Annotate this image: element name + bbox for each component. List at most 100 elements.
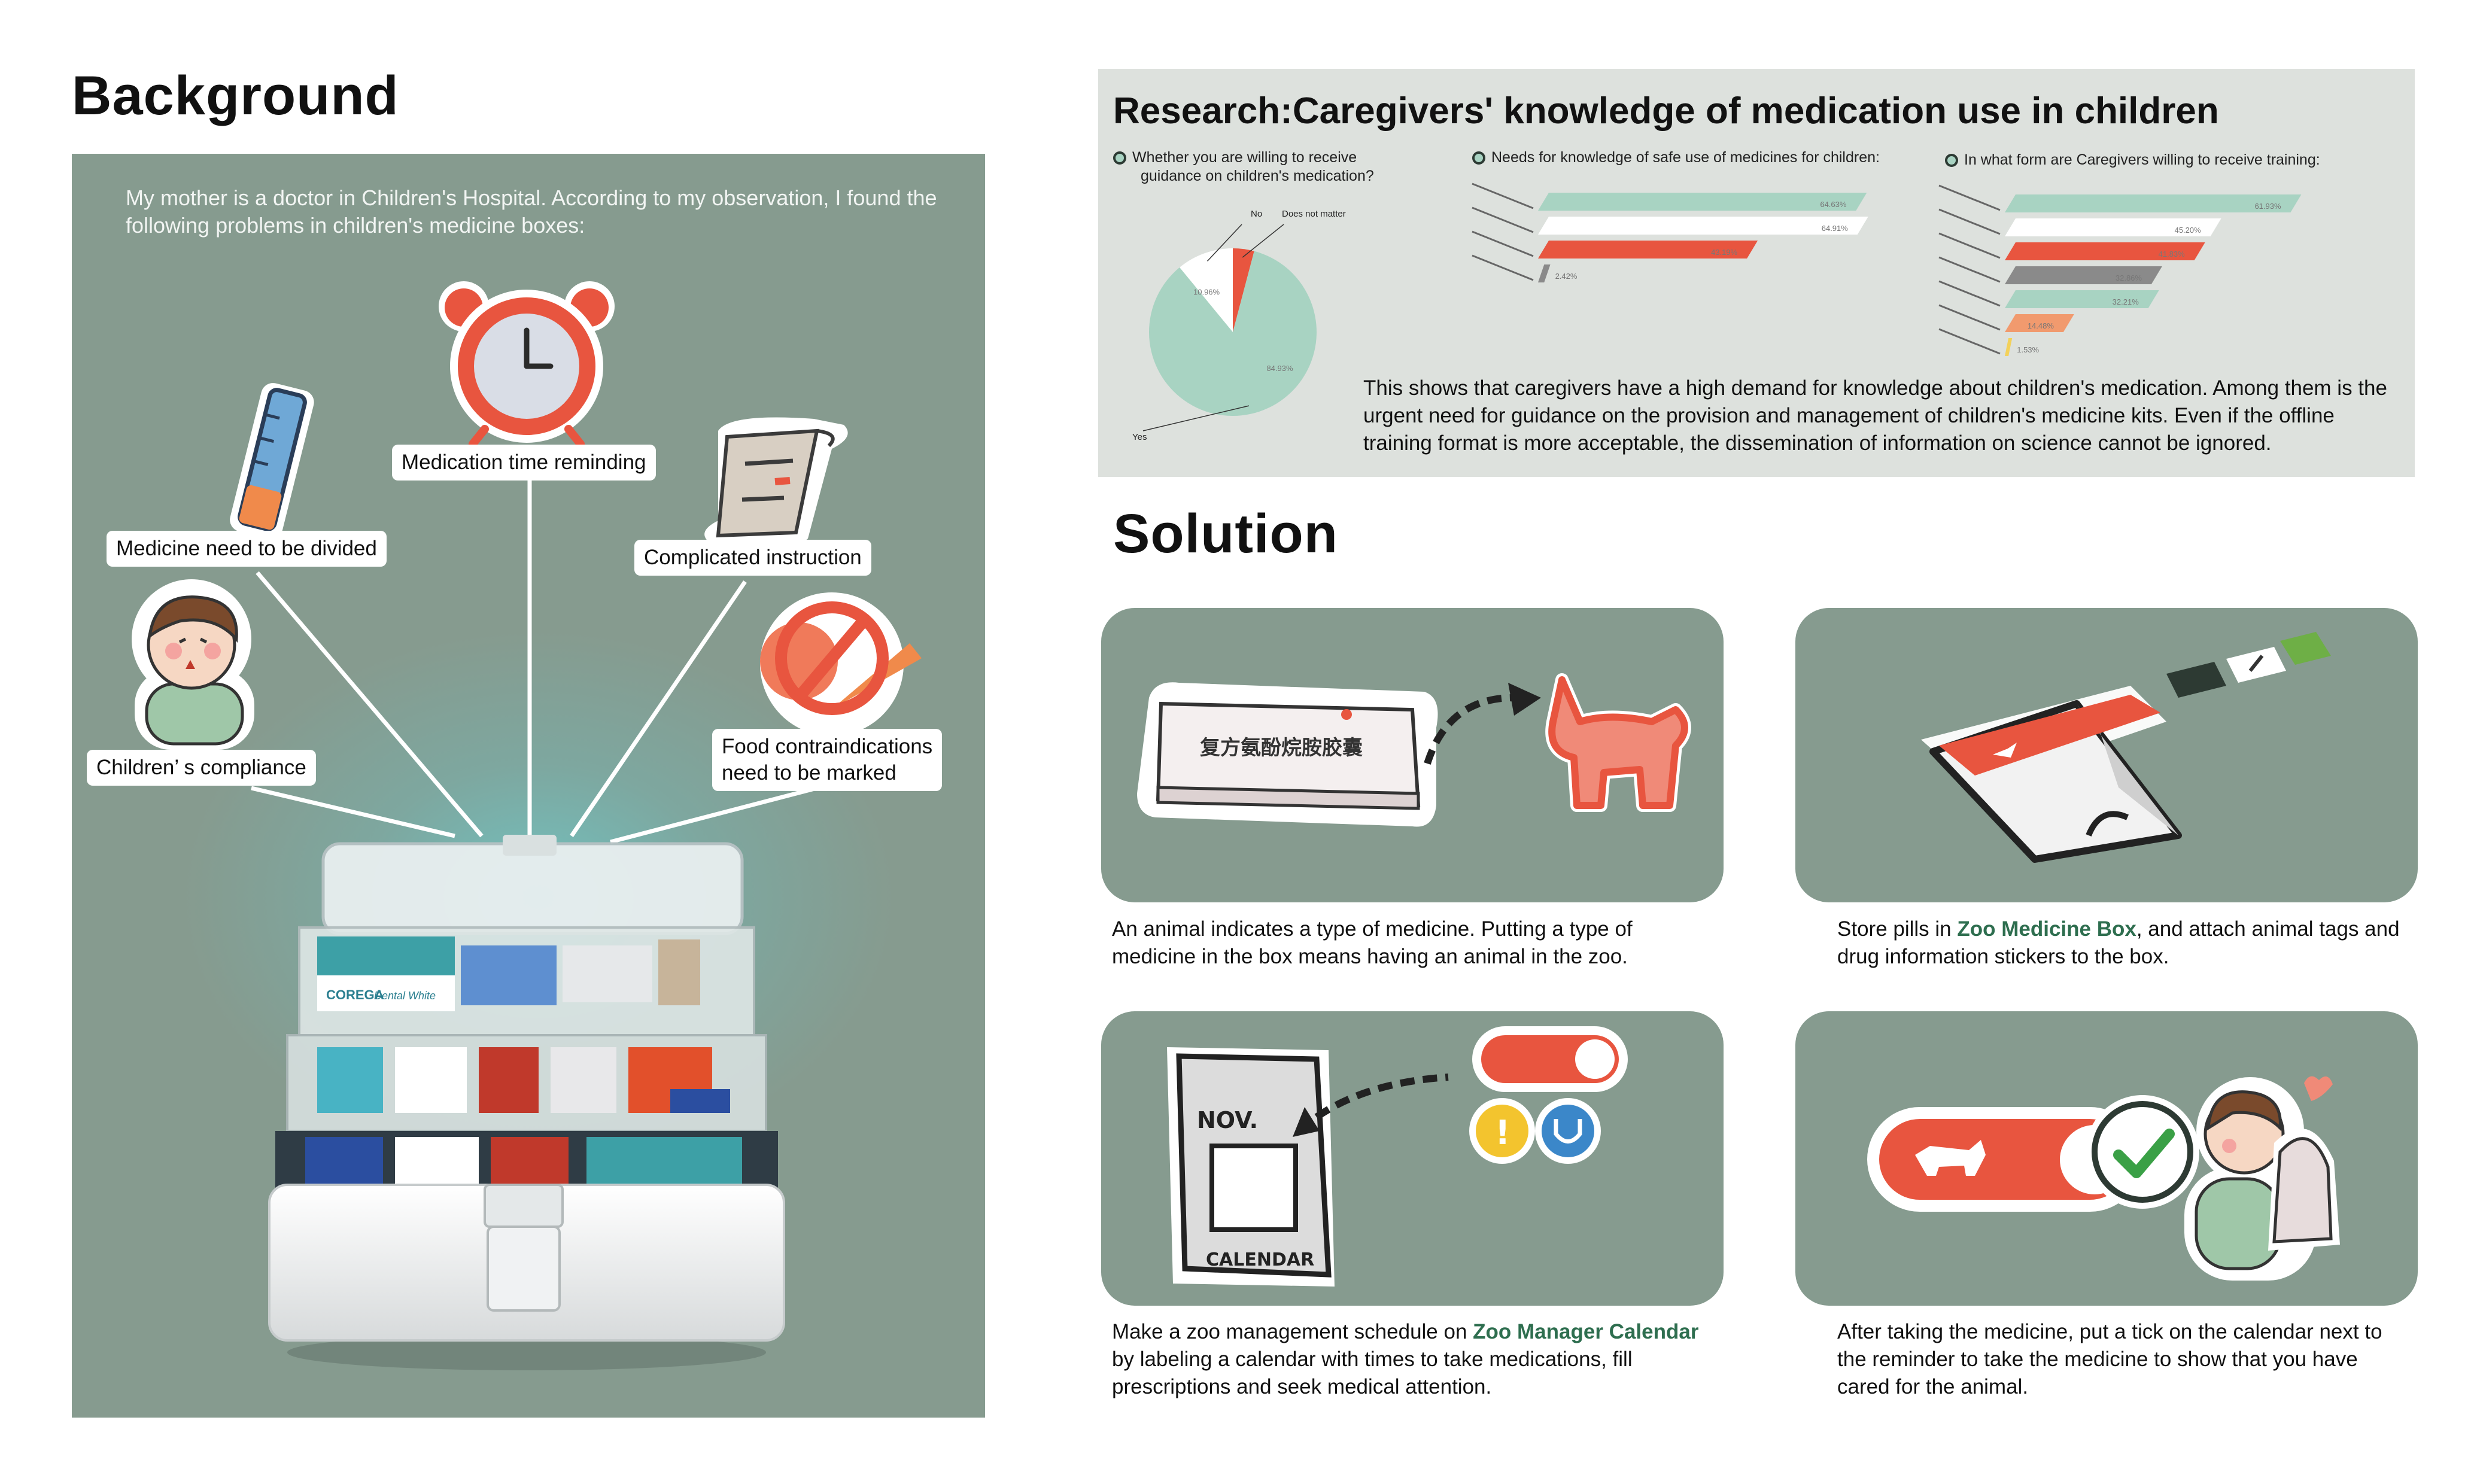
training-value-label: 14.48% (2028, 321, 2054, 330)
training-value-label: 1.53% (2017, 345, 2039, 354)
knowledge-category-mark (1472, 206, 1534, 233)
training-bar (2005, 266, 2162, 284)
open-box-with-tags-illustration (1921, 632, 2331, 863)
card3-caption: Make a zoo management schedule on Zoo Ma… (1112, 1318, 1710, 1401)
research-title: Research:Caregivers' knowledge of medica… (1113, 90, 2219, 132)
q3-text: In what form are Caregivers willing to r… (1964, 151, 2320, 168)
pill-box-to-dog-illustration: 复方氨酚烷胺胶囊 (1137, 673, 1691, 827)
box-brand-label: COREGA (326, 987, 384, 1002)
zoo-medicine-box-highlight: Zoo Medicine Box (1957, 917, 2136, 941)
callout-food-contraindications: Food contraindications need to be marked (712, 729, 943, 791)
training-category-mark (1938, 280, 2001, 307)
solution-card-medicine-animal: 复方氨酚烷胺胶囊 (1101, 608, 1724, 902)
measuring-tube-icon (230, 383, 314, 537)
callout-complicated-instruction: Complicated instruction (634, 540, 871, 576)
knowledge-bar (1538, 241, 1758, 259)
instruction-scroll-icon (704, 417, 848, 547)
question-2: Needs for knowledge of safe use of medic… (1472, 148, 1880, 167)
knowledge-value-label: 2.42% (1555, 272, 1578, 281)
research-panel (1098, 69, 2415, 477)
callout-food-line-2: need to be marked (722, 761, 896, 784)
card1-caption: An animal indicates a type of medicine. … (1112, 917, 1633, 968)
knowledge-value-label: 64.91% (1822, 224, 1849, 233)
training-category-mark (1938, 256, 2001, 283)
pie-leader-line (1142, 405, 1250, 431)
pie-chart-guidance: 84.93% 10.96% No Does not matter Yes (1132, 209, 1346, 442)
pie-value-no: 10.96% (1193, 288, 1220, 297)
alarm-clock-icon (439, 281, 615, 448)
knowledge-bar (1538, 193, 1867, 211)
card3-caption-post: by labeling a calendar with times to tak… (1112, 1348, 1633, 1398)
pie-label-yes: Yes (1132, 432, 1147, 442)
knowledge-category-mark (1472, 183, 1534, 209)
bullet-dot-icon (1472, 151, 1485, 165)
card2-caption-post: , and attach animal tags and drug inform… (1837, 917, 2400, 968)
tick-reminder-illustration (1867, 1076, 2340, 1281)
training-value-label: 61.93% (2254, 202, 2281, 211)
pie-label-does-not-matter: Does not matter (1282, 209, 1346, 219)
pie-value-yes: 84.93% (1266, 364, 1293, 373)
zoo-manager-calendar-highlight: Zoo Manager Calendar (1473, 1320, 1699, 1343)
training-value-label: 32.86% (2116, 273, 2142, 282)
medicine-box-image: COREGA Dental White (268, 835, 785, 1370)
solution-card-calendar: NOV. CALENDAR ! (1101, 1011, 1724, 1306)
background-title: Background (72, 65, 399, 126)
bar-chart-knowledge-needs: 64.63% 64.91% 43.19% 2.42% (1472, 183, 1868, 282)
training-category-mark (1938, 184, 2001, 211)
solution-title: Solution (1113, 503, 1338, 564)
card4-caption: After taking the medicine, put a tick on… (1837, 1320, 2382, 1398)
question-1: Whether you are willing to receive guida… (1113, 148, 1374, 186)
callout-children-compliance: Children’ s compliance (87, 750, 316, 786)
pie-slice-yes (1149, 251, 1317, 416)
card2-caption: Store pills in Zoo Medicine Box, and att… (1837, 916, 2412, 971)
callout-connectors (251, 477, 817, 844)
training-bar (2005, 338, 2013, 356)
pill-box-label: 复方氨酚烷胺胶囊 (1200, 736, 1363, 760)
knowledge-value-label: 43.19% (1711, 248, 1738, 257)
training-category-mark (1938, 208, 2001, 235)
card3-caption-pre: Make a zoo management schedule on (1112, 1320, 1473, 1343)
training-category-mark (1938, 304, 2001, 331)
upset-child-icon (132, 579, 254, 750)
box-sub-label: Dental White (374, 990, 436, 1002)
knowledge-bar (1538, 264, 1551, 282)
food-prohibited-icon (760, 592, 922, 736)
callout-food-line-1: Food contraindications (722, 735, 933, 758)
training-value-label: 32.21% (2113, 297, 2139, 306)
knowledge-category-mark (1472, 254, 1534, 281)
research-conclusion: This shows that caregivers have a high d… (1363, 376, 2387, 455)
question-3: In what form are Caregivers willing to r… (1945, 151, 2320, 169)
training-bar (2005, 314, 2074, 332)
training-category-mark (1938, 232, 2001, 259)
training-category-mark (1938, 328, 2001, 355)
solution-card-zoo-box (1795, 608, 2418, 902)
training-bar (2005, 290, 2159, 308)
q2-text: Needs for knowledge of safe use of medic… (1491, 149, 1880, 166)
calendar-month-label: NOV. (1197, 1107, 1258, 1133)
pie-leader-line (1242, 224, 1284, 258)
calendar-label: CALENDAR (1206, 1249, 1314, 1270)
pie-leader-line (1206, 224, 1242, 261)
training-value-label: 41.83% (2159, 250, 2186, 259)
background-intro: My mother is a doctor in Children's Hosp… (126, 186, 937, 238)
calendar-with-tags-illustration: NOV. CALENDAR ! (1167, 1026, 1628, 1287)
training-bar (2005, 194, 2302, 212)
q1-line-1: Whether you are willing to receive (1132, 149, 1357, 166)
knowledge-bar (1538, 217, 1868, 235)
pie-label-no: No (1251, 209, 1262, 219)
pie-slice-does-not-matter (1233, 248, 1254, 332)
knowledge-category-mark (1472, 230, 1534, 257)
callout-time-reminding: Medication time reminding (392, 445, 656, 481)
training-value-label: 45.20% (2175, 226, 2202, 235)
bullet-dot-icon (1945, 154, 1958, 168)
bullet-dot-icon (1113, 151, 1126, 165)
knowledge-value-label: 64.63% (1820, 200, 1847, 209)
callout-medicine-divided: Medicine need to be divided (107, 531, 387, 567)
card2-caption-pre: Store pills in (1837, 917, 1958, 941)
training-bar (2005, 218, 2221, 236)
pie-slice-no (1180, 248, 1233, 332)
solution-card-tick (1795, 1011, 2418, 1306)
q1-line-2: guidance on children's medication? (1141, 168, 1374, 184)
svg-text:!: ! (1495, 1114, 1510, 1152)
training-bar (2005, 242, 2205, 260)
